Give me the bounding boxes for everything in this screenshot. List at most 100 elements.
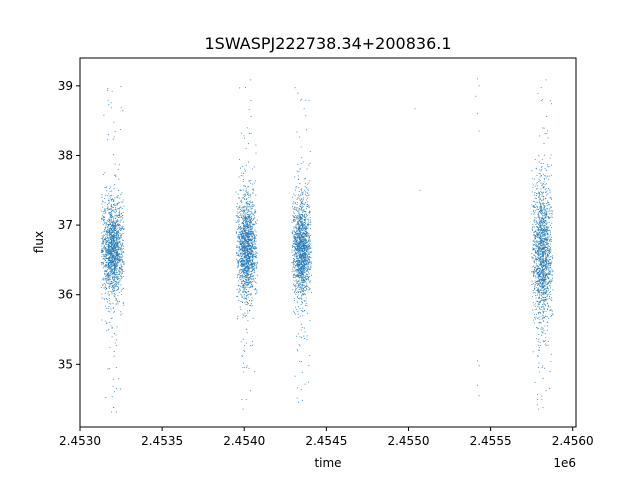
data-point [245, 272, 247, 274]
data-point [106, 298, 108, 300]
data-point [116, 289, 118, 292]
data-point [106, 274, 108, 276]
data-point [118, 260, 120, 262]
data-point [122, 109, 124, 111]
data-point [109, 285, 111, 288]
data-point [296, 201, 298, 204]
data-point [547, 266, 549, 268]
data-point [109, 264, 111, 266]
data-point [248, 258, 250, 260]
data-point [238, 236, 241, 238]
data-point [308, 364, 310, 367]
data-point [116, 234, 118, 236]
data-point [121, 217, 123, 219]
data-point [538, 258, 540, 260]
data-point [543, 207, 545, 209]
data-point [543, 301, 545, 303]
data-point [243, 211, 245, 213]
data-point [307, 251, 309, 253]
data-point [105, 243, 107, 245]
data-point [308, 99, 310, 101]
data-point [110, 230, 112, 232]
data-point [299, 136, 301, 138]
data-point [113, 217, 115, 219]
data-point [295, 289, 297, 292]
data-point [305, 225, 307, 227]
data-point [101, 196, 103, 198]
data-point [120, 293, 123, 296]
data-point [107, 247, 109, 249]
data-point [308, 206, 310, 208]
data-point [112, 290, 114, 292]
data-point [242, 165, 244, 167]
data-point [303, 224, 305, 226]
data-point [114, 274, 116, 276]
data-point [247, 211, 249, 213]
data-point [301, 221, 303, 223]
data-point [123, 262, 125, 264]
data-point [245, 245, 247, 247]
data-point [242, 175, 244, 177]
data-point [252, 262, 254, 264]
data-point [246, 251, 248, 253]
data-point [303, 108, 305, 110]
data-point [246, 304, 248, 306]
data-point [115, 221, 117, 223]
data-point [246, 222, 249, 224]
data-point [252, 259, 254, 261]
data-point [105, 221, 107, 223]
data-point [249, 218, 251, 220]
data-point [300, 337, 303, 339]
data-point [254, 211, 256, 213]
data-point [236, 231, 238, 233]
data-point [296, 335, 298, 337]
data-point [242, 173, 245, 175]
data-point [550, 315, 552, 318]
data-point [244, 198, 246, 200]
data-point [102, 238, 104, 240]
data-point [304, 261, 306, 263]
data-point [114, 283, 116, 285]
data-point [301, 281, 303, 283]
data-point [115, 388, 117, 390]
data-point [250, 200, 252, 202]
data-point [297, 316, 299, 319]
data-point [305, 302, 307, 305]
data-point [112, 250, 114, 253]
data-point [539, 271, 541, 273]
data-point [306, 284, 308, 286]
data-point [248, 252, 250, 254]
data-point [537, 201, 539, 203]
data-point [303, 244, 305, 246]
data-point [298, 213, 300, 215]
data-point [105, 396, 107, 399]
data-point [121, 288, 123, 290]
data-point [100, 286, 103, 288]
data-point [254, 209, 256, 211]
data-point [107, 231, 109, 233]
data-point [304, 215, 306, 217]
data-point [250, 263, 252, 265]
data-point [248, 367, 250, 369]
data-point [249, 390, 251, 392]
data-point [112, 277, 114, 279]
data-point [302, 193, 304, 195]
data-point [295, 208, 297, 210]
data-point [109, 300, 111, 302]
data-point [253, 245, 255, 247]
data-point [111, 290, 113, 292]
data-point [298, 265, 300, 267]
data-point [245, 275, 247, 277]
data-point [246, 215, 248, 217]
data-point [251, 227, 253, 229]
data-point [111, 248, 113, 250]
data-point [114, 204, 116, 206]
data-point [244, 185, 246, 187]
data-point [110, 270, 112, 272]
data-point [123, 228, 125, 230]
data-point [297, 276, 299, 278]
data-point [307, 275, 309, 277]
data-point [102, 262, 104, 265]
data-point [245, 205, 247, 208]
